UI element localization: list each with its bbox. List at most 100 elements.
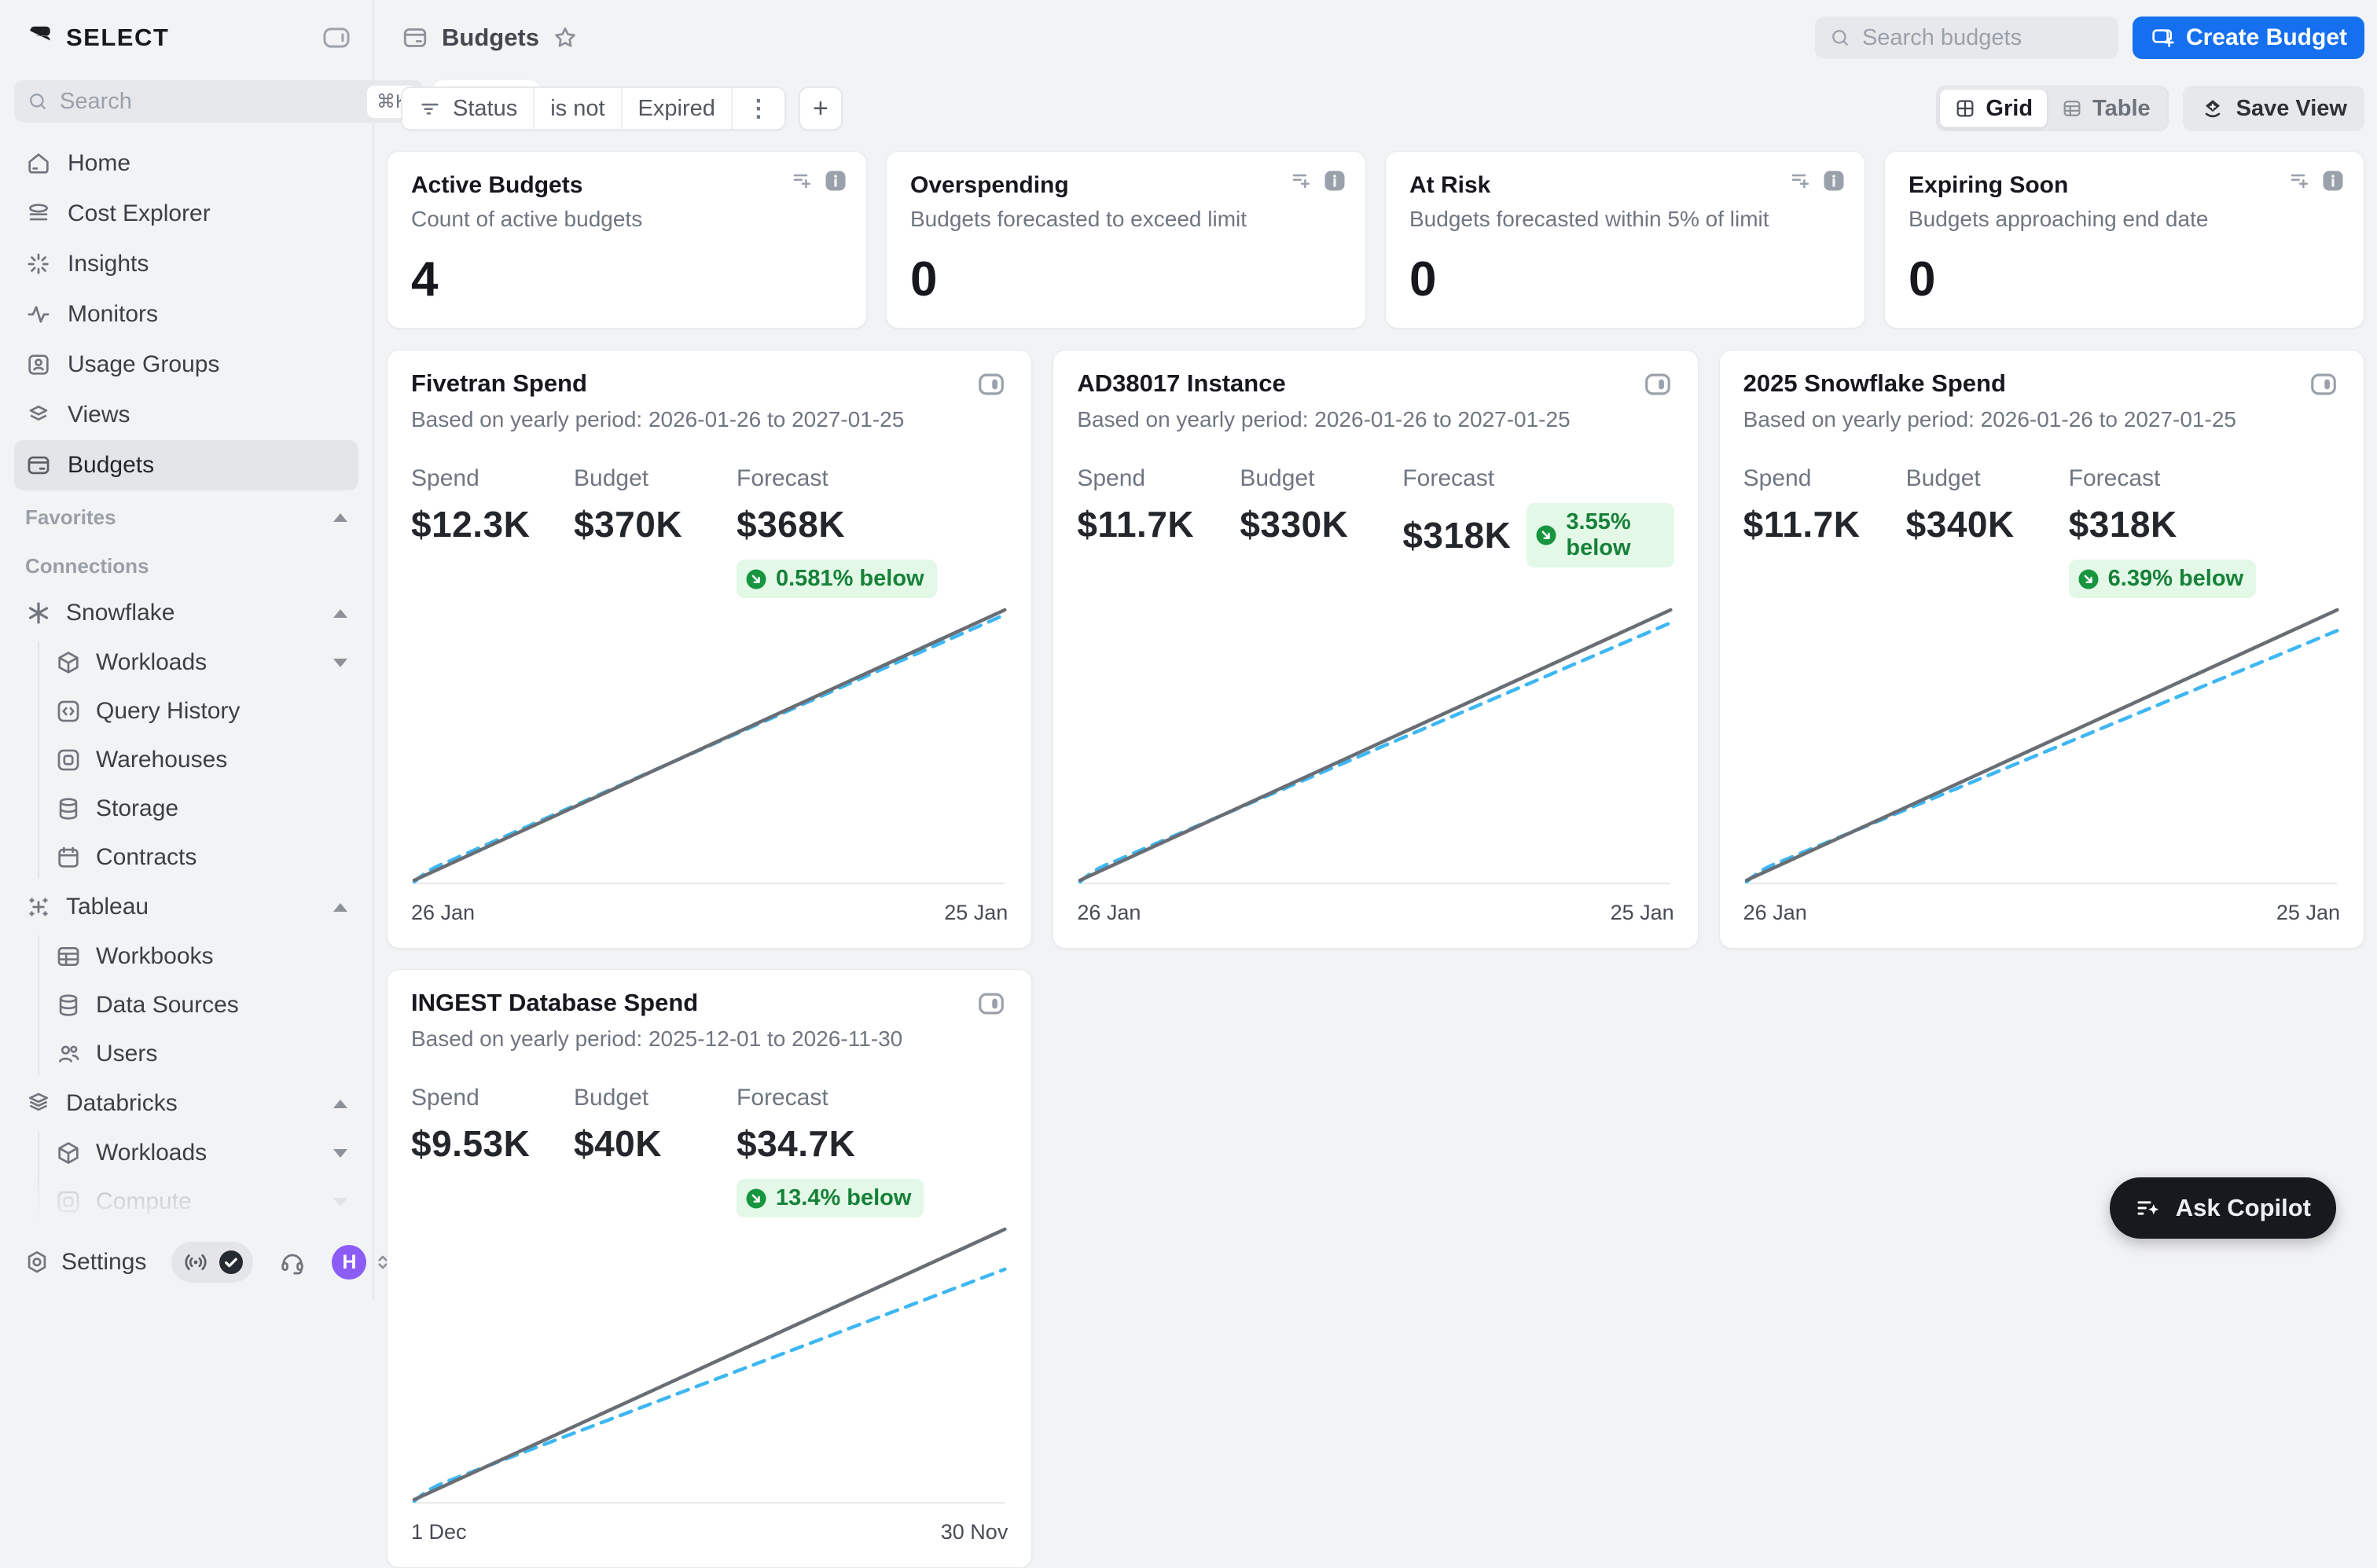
- cube-icon: [55, 649, 82, 676]
- sidebar-item-compute[interactable]: Compute: [0, 1177, 373, 1226]
- sidebar-item-contracts[interactable]: Contracts: [0, 833, 373, 882]
- table-label: Table: [2092, 96, 2151, 122]
- stat-card-at-risk[interactable]: At Risk Budgets forecasted within 5% of …: [1385, 151, 1865, 329]
- stat-card-active-budgets[interactable]: Active Budgets Count of active budgets 4: [387, 151, 867, 329]
- side-panel-icon[interactable]: [2307, 369, 2340, 399]
- sidebar-item-monitors[interactable]: Monitors: [14, 289, 358, 340]
- filter-field[interactable]: Status: [402, 88, 533, 129]
- filter-value-label: Expired: [638, 96, 715, 122]
- favorites-label: Favorites: [25, 505, 116, 530]
- filter-value[interactable]: Expired: [621, 88, 731, 129]
- sidebar-group-snowflake[interactable]: Snowflake: [0, 588, 373, 638]
- spend-value: $11.7K: [1077, 503, 1240, 545]
- budgets-search-input[interactable]: [1862, 25, 2104, 51]
- create-budget-button[interactable]: Create Budget: [2133, 17, 2364, 59]
- info-icon[interactable]: [1323, 169, 1346, 193]
- sidebar-item-workbooks[interactable]: Workbooks: [0, 932, 373, 981]
- stat-cards-row: Active Budgets Count of active budgets 4…: [387, 151, 2364, 329]
- view-toggle: Grid Table: [1936, 86, 2168, 131]
- budget-value: $330K: [1240, 503, 1402, 545]
- sidebar-group-tableau[interactable]: Tableau: [0, 882, 373, 932]
- sidebar-item-views[interactable]: Views: [14, 390, 358, 440]
- breadcrumb: Budgets: [401, 24, 579, 52]
- favorite-star-icon[interactable]: [552, 24, 579, 51]
- sidebar-search-input[interactable]: [60, 89, 356, 115]
- sidebar-item-data-sources[interactable]: Data Sources: [0, 981, 373, 1030]
- sidebar-footer: Settings H: [0, 1234, 371, 1298]
- users-icon: [55, 1041, 82, 1067]
- sidebar-item-query-history[interactable]: Query History: [0, 687, 373, 736]
- collapse-icon[interactable]: [333, 1100, 347, 1108]
- tableau-subtree: Workbooks Data Sources Users: [0, 932, 373, 1078]
- filter-chip: Status is not Expired ⋮: [401, 86, 786, 130]
- budget-card-ingest[interactable]: INGEST Database Spend Based on yearly pe…: [387, 969, 1032, 1568]
- delta-label: 3.55% below: [1566, 509, 1661, 561]
- filter-lines-icon: [418, 97, 442, 120]
- filter-add-icon[interactable]: [1290, 169, 1313, 193]
- filter-add-icon[interactable]: [2288, 169, 2312, 193]
- budget-card-2025-snowflake[interactable]: 2025 Snowflake Spend Based on yearly per…: [1719, 350, 2364, 949]
- stat-card-overspending[interactable]: Overspending Budgets forecasted to excee…: [886, 151, 1366, 329]
- favorites-section[interactable]: Favorites: [0, 495, 373, 539]
- side-panel-icon[interactable]: [975, 989, 1008, 1019]
- sidebar-item-insights[interactable]: Insights: [14, 239, 358, 289]
- support-headset-icon[interactable]: [278, 1248, 307, 1276]
- sidebar-group-databricks[interactable]: Databricks: [0, 1078, 373, 1129]
- info-icon[interactable]: [824, 169, 847, 193]
- filter-operator[interactable]: is not: [533, 88, 620, 129]
- filter-add-icon[interactable]: [1789, 169, 1813, 193]
- sidebar-item-label: Cost Explorer: [68, 200, 211, 227]
- sidebar-item-users[interactable]: Users: [0, 1030, 373, 1078]
- sidebar-item-workloads[interactable]: Workloads: [0, 638, 373, 687]
- filter-more-icon[interactable]: ⋮: [731, 88, 784, 129]
- ask-copilot-button[interactable]: Ask Copilot: [2110, 1177, 2336, 1239]
- info-icon[interactable]: [2321, 169, 2345, 193]
- sidebar-search[interactable]: ⌘K: [14, 80, 424, 123]
- settings-button[interactable]: Settings: [24, 1249, 146, 1276]
- sidebar-item-cost-explorer[interactable]: Cost Explorer: [14, 189, 358, 239]
- save-view-button[interactable]: Save View: [2183, 86, 2364, 131]
- budget-card-fivetran[interactable]: Fivetran Spend Based on yearly period: 2…: [387, 350, 1032, 949]
- sidebar-item-usage-groups[interactable]: Usage Groups: [14, 340, 358, 390]
- connection-status-pill[interactable]: [171, 1242, 253, 1283]
- budget-subtitle: Based on yearly period: 2025-12-01 to 20…: [411, 1026, 1008, 1052]
- sidebar-item-storage[interactable]: Storage: [0, 784, 373, 833]
- expand-icon[interactable]: [333, 1149, 347, 1158]
- sidebar-item-home[interactable]: Home: [14, 138, 358, 189]
- budget-chart: [1077, 600, 1673, 890]
- square-in-square-icon: [55, 747, 82, 773]
- stat-value: 0: [910, 252, 1342, 307]
- stat-card-expiring-soon[interactable]: Expiring Soon Budgets approaching end da…: [1884, 151, 2364, 329]
- collapse-icon[interactable]: [333, 903, 347, 912]
- grid-view-tab[interactable]: Grid: [1940, 90, 2047, 127]
- sidebar-search-row: ⌘K Ask: [0, 75, 373, 130]
- app-logo: SELECT: [25, 23, 169, 53]
- database-icon: [55, 992, 82, 1019]
- collapse-icon[interactable]: [333, 513, 347, 522]
- collapse-icon[interactable]: [333, 609, 347, 618]
- sub-item-label: Data Sources: [96, 992, 239, 1019]
- budgets-search[interactable]: [1815, 17, 2118, 59]
- table-view-tab[interactable]: Table: [2047, 90, 2165, 127]
- sidebar-item-warehouses[interactable]: Warehouses: [0, 736, 373, 784]
- collapse-sidebar-icon[interactable]: [316, 19, 357, 57]
- trend-down-circle-icon: [1534, 523, 1558, 547]
- sidebar-nav: Home Cost Explorer Insights Monitors Usa…: [0, 130, 373, 490]
- search-icon: [27, 90, 49, 112]
- budget-label: Budget: [574, 465, 737, 492]
- sidebar-item-budgets[interactable]: Budgets: [14, 440, 358, 490]
- expand-icon[interactable]: [333, 659, 347, 667]
- budget-card-ad38017[interactable]: AD38017 Instance Based on yearly period:…: [1053, 350, 1698, 949]
- side-panel-icon[interactable]: [1641, 369, 1674, 399]
- ask-copilot-label: Ask Copilot: [2176, 1194, 2311, 1222]
- avatar[interactable]: H: [332, 1245, 366, 1280]
- chart-x-axis: 26 Jan 25 Jan: [1077, 901, 1673, 925]
- info-icon[interactable]: [1822, 169, 1846, 193]
- side-panel-icon[interactable]: [975, 369, 1008, 399]
- budget-label: Budget: [1240, 465, 1402, 492]
- filter-add-icon[interactable]: [791, 169, 814, 193]
- add-filter-button[interactable]: +: [799, 86, 843, 130]
- sidebar-item-db-workloads[interactable]: Workloads: [0, 1129, 373, 1177]
- contact-card-icon: [25, 351, 52, 378]
- expand-icon[interactable]: [333, 1198, 347, 1206]
